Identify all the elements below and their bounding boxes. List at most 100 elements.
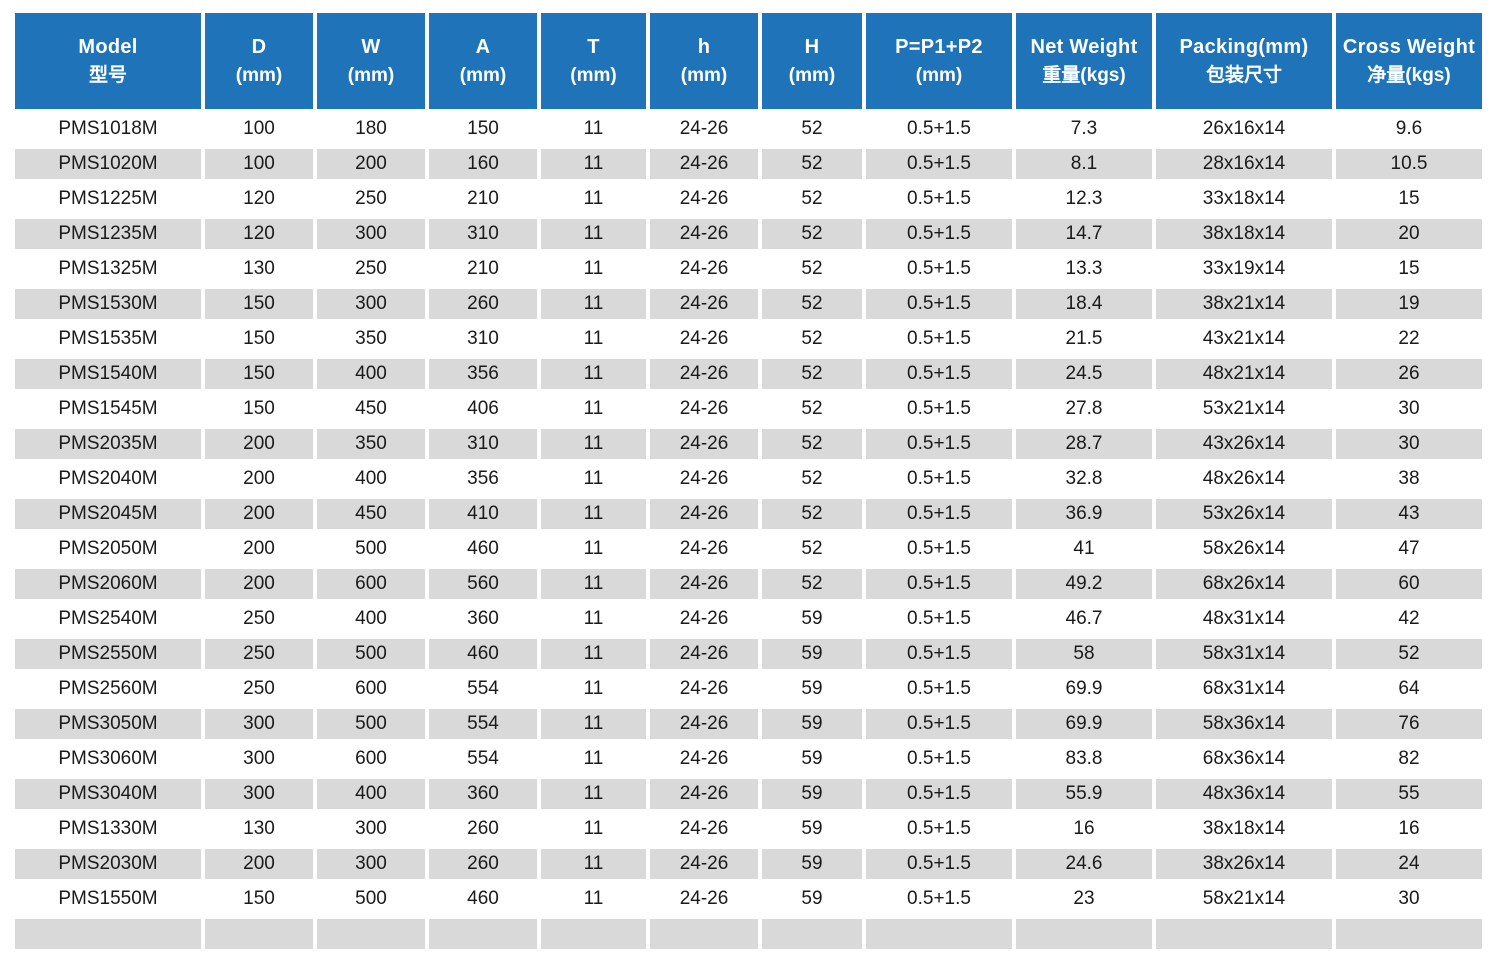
- cell-model: PMS2040M: [15, 464, 201, 494]
- cell-packing: 38x18x14: [1156, 814, 1332, 844]
- column-header-net-weight: Net Weight 重量(kgs): [1016, 13, 1152, 109]
- cell-a: 210: [429, 254, 537, 284]
- table-row: PMS2030M 200 300 260 11 24-26 59 0.5+1.5 24.6 38x…: [15, 849, 1482, 879]
- cell-h-lower: 24-26: [650, 674, 758, 704]
- cell-model: PMS3050M: [15, 709, 201, 739]
- cell-p: 0.5+1.5: [866, 779, 1012, 809]
- cell-w: 300: [317, 289, 425, 319]
- cell-packing: 68x31x14: [1156, 674, 1332, 704]
- cell-packing: 48x36x14: [1156, 779, 1332, 809]
- cell-p: 0.5+1.5: [866, 324, 1012, 354]
- cell-h-upper: 52: [762, 149, 862, 179]
- cell-net-weight: 24.6: [1016, 849, 1152, 879]
- cell-net-weight: 36.9: [1016, 499, 1152, 529]
- cell-h-upper: 52: [762, 324, 862, 354]
- cell-cross-weight: 16: [1336, 814, 1482, 844]
- cell-w: 300: [317, 814, 425, 844]
- cell-packing: 58x21x14: [1156, 884, 1332, 914]
- table-row: PMS3050M 300 500 554 11 24-26 59 0.5+1.5 69.9 58x…: [15, 709, 1482, 739]
- cell-h-lower: 24-26: [650, 149, 758, 179]
- cell-t: 11: [541, 184, 646, 214]
- cell-d: 250: [205, 674, 313, 704]
- cell-h-upper: 52: [762, 464, 862, 494]
- cell-packing: 48x31x14: [1156, 604, 1332, 634]
- cell-t: 11: [541, 499, 646, 529]
- cell-cross-weight: 76: [1336, 709, 1482, 739]
- cell-a: 554: [429, 744, 537, 774]
- cell-model: PMS1530M: [15, 289, 201, 319]
- column-header-model: Model 型号: [15, 13, 201, 109]
- cell-net-weight: 69.9: [1016, 709, 1152, 739]
- cell-cross-weight: 52: [1336, 639, 1482, 669]
- cell-h-lower: 24-26: [650, 884, 758, 914]
- cell-t: 11: [541, 569, 646, 599]
- cell-w: 500: [317, 884, 425, 914]
- cell-h-lower: 24-26: [650, 359, 758, 389]
- cell-h-upper: [762, 919, 862, 949]
- column-header-h-lower: h (mm): [650, 13, 758, 109]
- cell-a: 260: [429, 289, 537, 319]
- cell-p: 0.5+1.5: [866, 849, 1012, 879]
- cell-h-lower: 24-26: [650, 324, 758, 354]
- table-body: PMS1018M 100 180 150 11 24-26 52 0.5+1.5 7.3 26x1…: [15, 114, 1482, 949]
- cell-h-upper: 52: [762, 569, 862, 599]
- cell-p: 0.5+1.5: [866, 359, 1012, 389]
- cell-a: 460: [429, 639, 537, 669]
- cell-net-weight: 46.7: [1016, 604, 1152, 634]
- cell-net-weight: 13.3: [1016, 254, 1152, 284]
- cell-t: 11: [541, 324, 646, 354]
- cell-cross-weight: 24: [1336, 849, 1482, 879]
- cell-packing: 43x21x14: [1156, 324, 1332, 354]
- column-header-w: W (mm): [317, 13, 425, 109]
- cell-p: [866, 919, 1012, 949]
- cell-w: 400: [317, 464, 425, 494]
- cell-packing: 58x26x14: [1156, 534, 1332, 564]
- cell-net-weight: 32.8: [1016, 464, 1152, 494]
- cell-h-upper: 59: [762, 814, 862, 844]
- column-header-sublabel: (mm): [235, 64, 283, 86]
- cell-w: 500: [317, 534, 425, 564]
- cell-model: PMS1550M: [15, 884, 201, 914]
- column-header-sublabel: (mm): [459, 64, 507, 86]
- cell-t: [541, 919, 646, 949]
- cell-h-upper: 59: [762, 604, 862, 634]
- cell-cross-weight: 30: [1336, 884, 1482, 914]
- cell-packing: 33x18x14: [1156, 184, 1332, 214]
- cell-h-lower: 24-26: [650, 569, 758, 599]
- table-header-row: Model 型号 D (mm) W (mm) A (mm) T (mm) h (mm) H (mm) P=P…: [15, 13, 1482, 109]
- column-header-sublabel: (mm): [680, 64, 728, 86]
- table-row: PMS2045M 200 450 410 11 24-26 52 0.5+1.5 36.9 53x…: [15, 499, 1482, 529]
- cell-p: 0.5+1.5: [866, 674, 1012, 704]
- cell-h-upper: 59: [762, 849, 862, 879]
- cell-h-lower: 24-26: [650, 604, 758, 634]
- cell-a: 360: [429, 604, 537, 634]
- cell-w: 450: [317, 499, 425, 529]
- cell-model: PMS2035M: [15, 429, 201, 459]
- cell-p: 0.5+1.5: [866, 534, 1012, 564]
- cell-a: 554: [429, 709, 537, 739]
- table-row: PMS2060M 200 600 560 11 24-26 52 0.5+1.5 49.2 68x…: [15, 569, 1482, 599]
- table-row: PMS1018M 100 180 150 11 24-26 52 0.5+1.5 7.3 26x1…: [15, 114, 1482, 144]
- cell-model: PMS2560M: [15, 674, 201, 704]
- cell-packing: 38x21x14: [1156, 289, 1332, 319]
- cell-d: 150: [205, 884, 313, 914]
- column-header-label: H: [804, 35, 820, 58]
- table-row: PMS2050M 200 500 460 11 24-26 52 0.5+1.5 41 58x26…: [15, 534, 1482, 564]
- cell-model: PMS2060M: [15, 569, 201, 599]
- cell-h-lower: 24-26: [650, 534, 758, 564]
- cell-h-lower: 24-26: [650, 779, 758, 809]
- column-header-sublabel: (mm): [915, 64, 963, 86]
- cell-packing: 48x26x14: [1156, 464, 1332, 494]
- cell-net-weight: 16: [1016, 814, 1152, 844]
- cell-h-lower: 24-26: [650, 289, 758, 319]
- table-row: PMS2035M 200 350 310 11 24-26 52 0.5+1.5 28.7 43x…: [15, 429, 1482, 459]
- cell-d: 200: [205, 429, 313, 459]
- cell-h-upper: 52: [762, 394, 862, 424]
- cell-net-weight: 55.9: [1016, 779, 1152, 809]
- cell-w: 300: [317, 849, 425, 879]
- cell-p: 0.5+1.5: [866, 219, 1012, 249]
- cell-d: 250: [205, 604, 313, 634]
- cell-cross-weight: 64: [1336, 674, 1482, 704]
- cell-p: 0.5+1.5: [866, 254, 1012, 284]
